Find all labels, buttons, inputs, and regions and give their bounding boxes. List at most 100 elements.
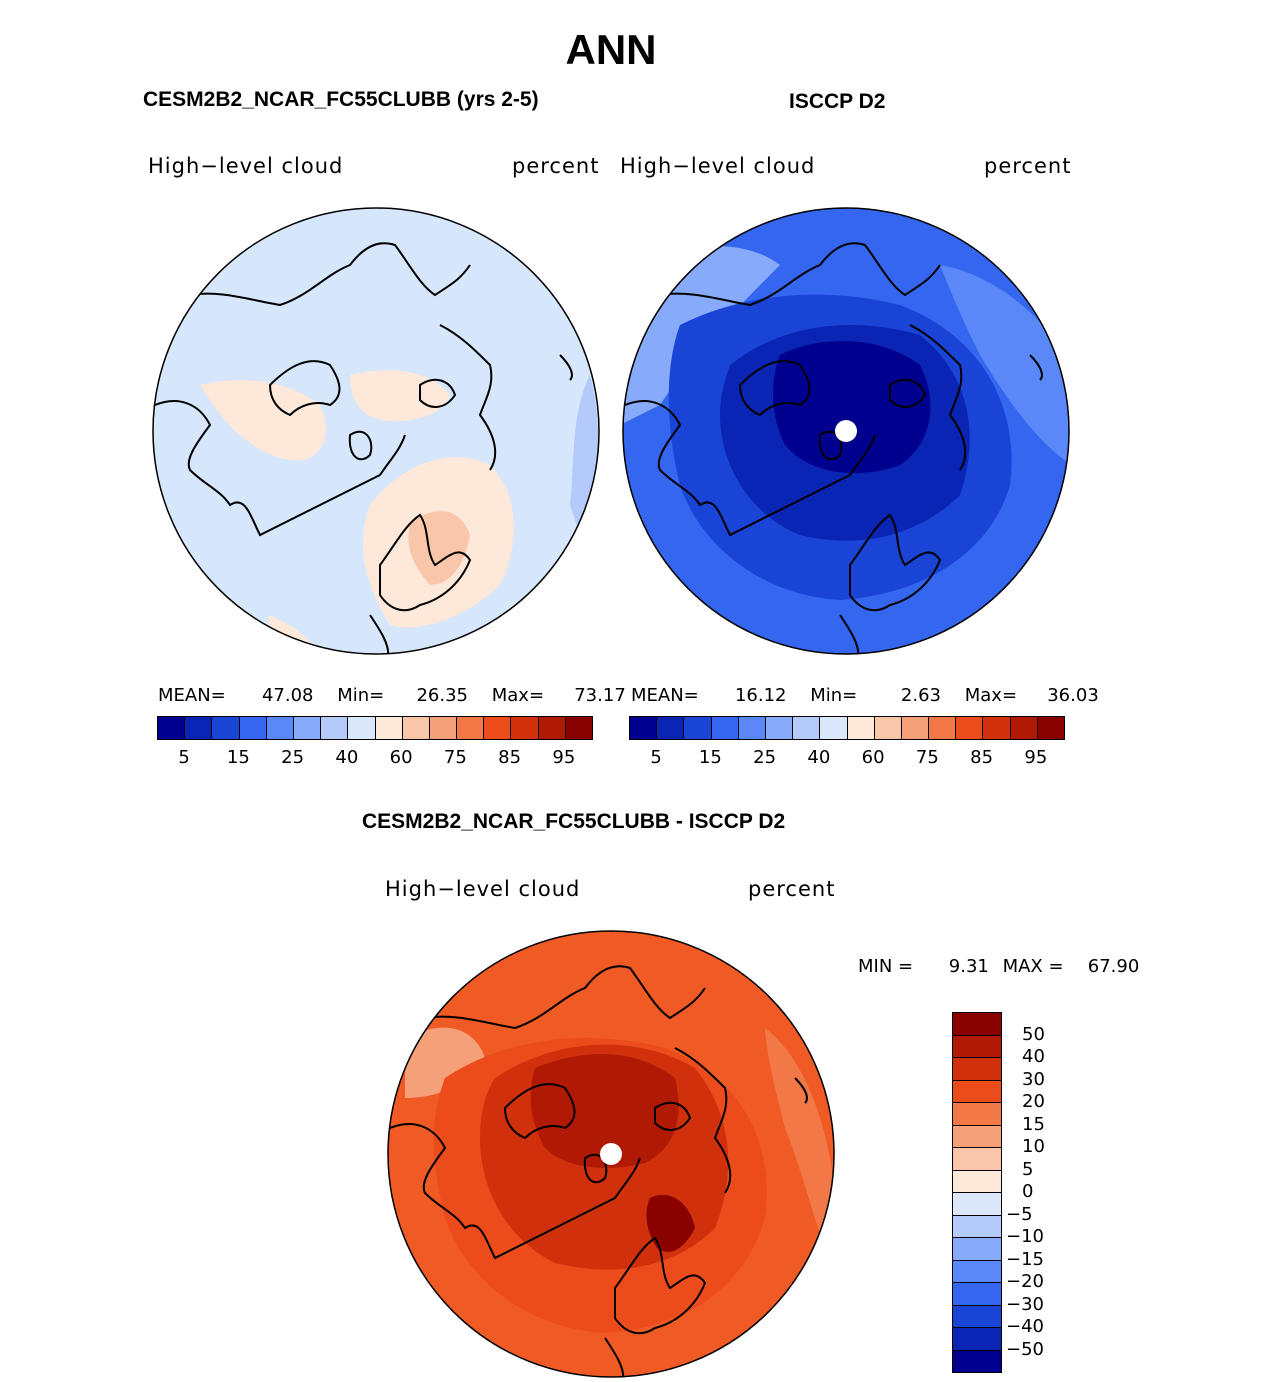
diff-max-label: MAX = (1002, 956, 1064, 977)
diff-colorbar-tick-label: 10 (1022, 1136, 1045, 1157)
model-colorbar-tick-label: 60 (389, 747, 413, 768)
diff-colorbar-swatch (953, 1328, 1001, 1351)
model-colorbar-tick-label: 25 (281, 747, 305, 768)
diff-pole-mask (600, 1143, 622, 1165)
obs-colorbar-tick-label: 25 (753, 747, 777, 768)
model-colorbar-swatch (511, 717, 539, 739)
figure-title: ANN (565, 26, 657, 73)
diff-variable-label: High−level cloud (385, 877, 581, 901)
diff-colorbar-tick-label: 40 (1022, 1046, 1045, 1067)
model-stats-line: MEAN= 47.08 Min= 26.35 Max= 73.17 (158, 685, 626, 706)
diff-colorbar-swatch (953, 1260, 1001, 1283)
diff-colorbar-swatch (953, 1238, 1001, 1261)
model-colorbar-swatch (538, 717, 566, 739)
obs-pole-mask (835, 420, 857, 442)
model-max-label: Max= (491, 685, 545, 706)
model-map-boundary (152, 207, 600, 655)
diff-colorbar-ticks: 50 40 30 20 15 10 5 0 −5 −10 −15 −20 −30 −40 −50 (1006, 1012, 1068, 1372)
obs-colorbar-tick-label: 5 (650, 747, 662, 768)
model-variable-label: High−level cloud (148, 154, 344, 178)
diff-min-label: MIN = (858, 956, 914, 977)
obs-min-label: Min= (810, 685, 858, 706)
diff-colorbar-swatch (953, 1350, 1001, 1372)
obs-polar-map (622, 207, 1070, 655)
obs-colorbar-swatch (901, 717, 930, 739)
obs-colorbar-swatch (738, 717, 766, 739)
obs-colorbar-swatch (793, 717, 821, 739)
diff-colorbar-tick-label: −20 (1006, 1271, 1044, 1292)
diff-colorbar-tick-label: 15 (1022, 1113, 1045, 1135)
diff-colorbar-swatch (953, 1193, 1001, 1216)
obs-max-value: 36.03 (1047, 685, 1099, 706)
model-colorbar-tick-label: 5 (178, 747, 190, 768)
obs-units-label: percent (984, 154, 1072, 178)
diff-colorbar-swatch (953, 1013, 1001, 1036)
diff-colorbar-tick-label: −10 (1006, 1226, 1044, 1247)
diff-colorbar-tick-label: 5 (1022, 1158, 1034, 1180)
model-colorbar-swatch (266, 717, 294, 739)
diff-colorbar-tick-label: −30 (1006, 1293, 1044, 1315)
diff-colorbar-swatch (953, 1148, 1001, 1171)
obs-min-value: 2.63 (900, 685, 941, 706)
model-colorbar-swatch (185, 717, 213, 739)
diff-colorbar-tick-label: −15 (1006, 1248, 1044, 1270)
model-polar-map (152, 207, 600, 655)
diff-colorbar-swatch (953, 1170, 1001, 1193)
model-colorbar-swatch (212, 717, 240, 739)
model-mean-label: MEAN= (158, 685, 226, 706)
obs-stats-line: MEAN= 16.12 Min= 2.63 Max= 36.03 (631, 685, 1099, 706)
obs-colorbar-swatch (983, 717, 1011, 739)
obs-mean-label: MEAN= (631, 685, 699, 706)
obs-colorbar-tick-label: 95 (1024, 747, 1048, 768)
diff-polar-map (387, 930, 835, 1378)
model-colorbar-swatch (158, 717, 186, 739)
obs-variable-label: High−level cloud (620, 154, 816, 178)
obs-max-label: Max= (964, 685, 1018, 706)
diff-colorbar-tick-label: 50 (1022, 1023, 1045, 1045)
model-colorbar-tick-label: 40 (335, 747, 359, 768)
model-colorbar-swatch (321, 717, 349, 739)
obs-colorbar-ticks: 5 15 25 40 60 75 85 95 (629, 747, 1063, 769)
model-colorbar-swatch (565, 717, 592, 739)
model-colorbar-tick-label: 85 (498, 747, 522, 768)
obs-colorbar-tick-label: 85 (970, 747, 994, 768)
model-colorbar-ticks: 5 15 25 40 60 75 85 95 (157, 747, 591, 769)
model-min-value: 26.35 (416, 685, 468, 706)
obs-colorbar-swatch (630, 717, 658, 739)
diff-colorbar-tick-label: 30 (1022, 1068, 1045, 1090)
obs-mean-value: 16.12 (734, 685, 787, 706)
diff-stats-line: MIN = 9.31 MAX = 67.90 (858, 956, 1139, 977)
model-colorbar-swatch (402, 717, 430, 739)
diff-colorbar-tick-label: −5 (1006, 1203, 1033, 1225)
diff-colorbar-swatch (953, 1305, 1001, 1328)
model-colorbar-swatch (348, 717, 376, 739)
diff-colorbar-swatch (953, 1103, 1001, 1126)
model-mean-value: 47.08 (261, 685, 314, 706)
model-colorbar-swatch (457, 717, 485, 739)
obs-colorbar-swatch (847, 717, 875, 739)
obs-colorbar-swatch (820, 717, 848, 739)
diff-colorbar-swatch (953, 1125, 1001, 1148)
obs-colorbar-swatch (1037, 717, 1064, 739)
model-colorbar-swatch (429, 717, 458, 739)
diff-colorbar-swatch (953, 1058, 1001, 1081)
obs-colorbar-tick-label: 40 (807, 747, 831, 768)
model-colorbar-swatch (484, 717, 512, 739)
model-colorbar-swatch (293, 717, 322, 739)
obs-colorbar-swatch (929, 717, 957, 739)
diff-colorbar-swatch (953, 1215, 1001, 1238)
model-colorbar-tick-label: 95 (552, 747, 576, 768)
model-colorbar-swatch (375, 717, 403, 739)
model-colorbar (157, 716, 593, 740)
model-max-value: 73.17 (574, 685, 626, 706)
diff-colorbar-swatch (953, 1035, 1001, 1058)
diff-colorbar-tick-label: 0 (1022, 1181, 1034, 1202)
diff-min-value: 9.31 (948, 956, 989, 977)
model-colorbar-tick-label: 15 (226, 747, 250, 768)
diff-colorbar-tick-label: −50 (1006, 1338, 1044, 1360)
obs-colorbar-swatch (711, 717, 739, 739)
diff-colorbar-swatch (953, 1283, 1001, 1306)
model-colorbar-swatch (239, 717, 267, 739)
model-min-label: Min= (337, 685, 385, 706)
obs-colorbar-swatch (765, 717, 794, 739)
